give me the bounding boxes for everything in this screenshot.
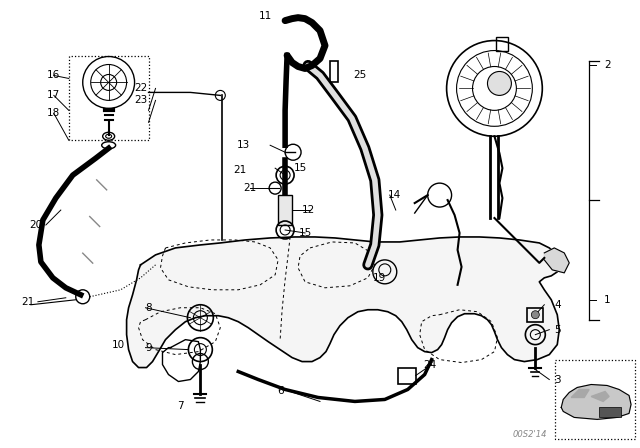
Text: 3: 3 — [554, 375, 561, 384]
Text: 16: 16 — [47, 70, 60, 81]
Polygon shape — [591, 392, 609, 401]
FancyBboxPatch shape — [278, 195, 292, 225]
Text: 14: 14 — [388, 190, 401, 200]
Circle shape — [531, 311, 540, 319]
Text: 1: 1 — [604, 295, 611, 305]
Text: 21: 21 — [234, 165, 247, 175]
Polygon shape — [127, 237, 559, 367]
Text: 22: 22 — [134, 83, 147, 94]
Text: 7: 7 — [177, 401, 184, 411]
Text: 8: 8 — [145, 303, 152, 313]
Text: 9: 9 — [145, 343, 152, 353]
Text: 15: 15 — [298, 228, 312, 238]
Text: 24: 24 — [423, 360, 436, 370]
Text: 21: 21 — [244, 183, 257, 193]
Text: 13: 13 — [237, 140, 250, 150]
Text: 12: 12 — [301, 205, 315, 215]
Text: 11: 11 — [259, 11, 272, 21]
Text: 4: 4 — [554, 300, 561, 310]
Text: 18: 18 — [47, 108, 60, 118]
Text: 25: 25 — [353, 70, 367, 81]
Text: 6: 6 — [277, 387, 284, 396]
Text: 15: 15 — [293, 163, 307, 173]
Text: 2: 2 — [604, 60, 611, 70]
Text: 17: 17 — [47, 90, 60, 100]
Text: 00S2'14: 00S2'14 — [512, 431, 547, 439]
Polygon shape — [561, 384, 631, 419]
Polygon shape — [572, 389, 589, 397]
Text: 10: 10 — [112, 340, 125, 349]
Text: 23: 23 — [134, 95, 147, 105]
Text: 21: 21 — [21, 297, 35, 307]
Text: 19: 19 — [373, 273, 387, 283]
FancyBboxPatch shape — [599, 407, 621, 418]
Polygon shape — [544, 248, 569, 273]
Text: 20: 20 — [29, 220, 42, 230]
Circle shape — [488, 72, 511, 95]
Text: 5: 5 — [554, 325, 561, 335]
